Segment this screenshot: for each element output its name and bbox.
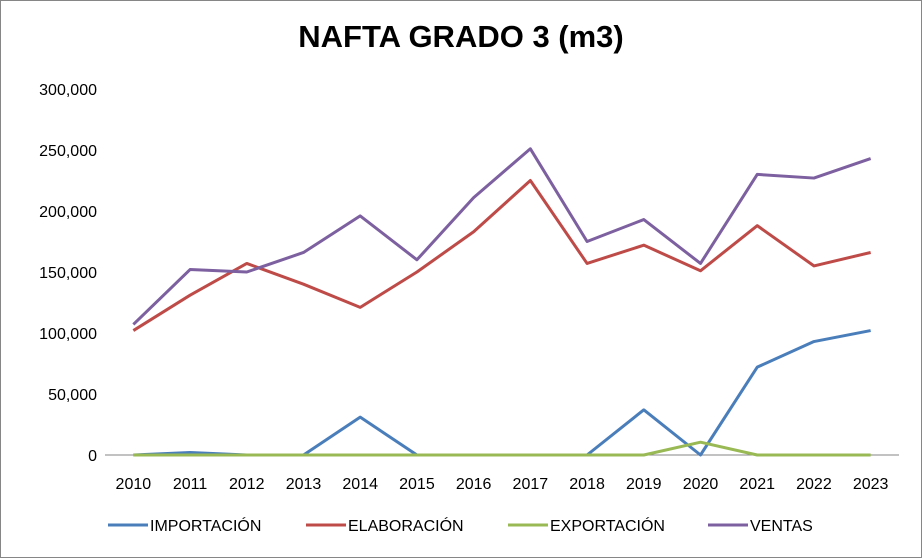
x-tick-label: 2010 xyxy=(116,476,152,493)
x-tick-label: 2019 xyxy=(626,476,662,493)
y-tick-label: 200,000 xyxy=(39,204,97,221)
legend-label: ELABORACIÓN xyxy=(348,516,464,535)
y-tick-label: 0 xyxy=(88,448,97,465)
y-tick-label: 150,000 xyxy=(39,265,97,282)
legend-label: VENTAS xyxy=(750,518,813,535)
x-tick-label: 2012 xyxy=(229,476,265,493)
x-tick-label: 2021 xyxy=(739,476,775,493)
series-line-elaboración xyxy=(132,179,871,332)
series-line-ventas xyxy=(132,147,872,326)
y-tick-label: 50,000 xyxy=(48,387,97,404)
x-tick-label: 2022 xyxy=(796,476,832,493)
x-tick-label: 2016 xyxy=(456,476,492,493)
x-tick-label: 2014 xyxy=(342,476,378,493)
x-tick-label: 2020 xyxy=(683,476,719,493)
series-line-exportación xyxy=(133,440,871,457)
x-tick-label: 2013 xyxy=(286,476,322,493)
legend-label: EXPORTACIÓN xyxy=(550,516,665,535)
x-tick-label: 2011 xyxy=(173,476,208,493)
y-tick-label: 100,000 xyxy=(39,326,97,343)
y-tick-label: 300,000 xyxy=(39,82,97,99)
y-tick-label: 250,000 xyxy=(39,143,97,160)
x-tick-label: 2015 xyxy=(399,476,435,493)
series-line-importación xyxy=(133,329,871,457)
x-tick-label: 2018 xyxy=(569,476,605,493)
legend-label: IMPORTACIÓN xyxy=(150,516,261,535)
chart-title: NAFTA GRADO 3 (m3) xyxy=(298,19,624,54)
x-tick-label: 2017 xyxy=(513,476,549,493)
x-tick-label: 2023 xyxy=(853,476,889,493)
